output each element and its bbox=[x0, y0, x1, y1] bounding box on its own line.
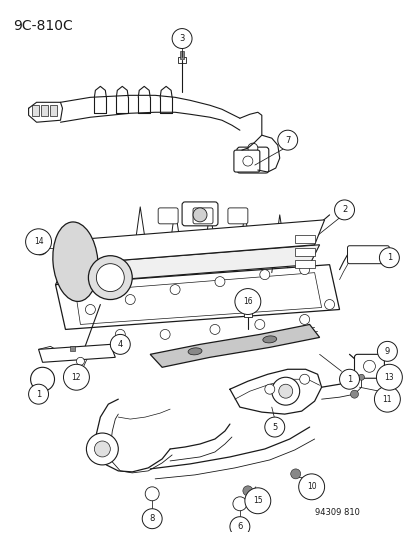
Circle shape bbox=[350, 390, 358, 398]
Circle shape bbox=[363, 360, 375, 372]
Ellipse shape bbox=[188, 348, 202, 355]
Text: 11: 11 bbox=[382, 394, 391, 403]
Text: 1: 1 bbox=[386, 253, 391, 262]
Circle shape bbox=[209, 325, 219, 334]
Circle shape bbox=[271, 377, 299, 405]
Text: 8: 8 bbox=[149, 514, 154, 523]
Bar bbox=[294, 235, 314, 243]
FancyBboxPatch shape bbox=[228, 208, 247, 224]
Circle shape bbox=[375, 364, 401, 390]
Circle shape bbox=[290, 469, 300, 479]
Circle shape bbox=[378, 248, 399, 268]
Text: 14: 14 bbox=[34, 237, 43, 246]
FancyBboxPatch shape bbox=[236, 147, 268, 173]
Circle shape bbox=[254, 319, 264, 329]
Circle shape bbox=[259, 270, 269, 280]
Circle shape bbox=[76, 357, 84, 365]
Ellipse shape bbox=[53, 222, 98, 302]
Circle shape bbox=[299, 374, 309, 384]
FancyBboxPatch shape bbox=[354, 354, 384, 378]
Bar bbox=[50, 106, 56, 116]
Circle shape bbox=[115, 329, 125, 340]
Circle shape bbox=[377, 341, 396, 361]
Circle shape bbox=[88, 256, 132, 300]
Text: 9: 9 bbox=[384, 347, 389, 356]
Text: 94309 810: 94309 810 bbox=[314, 508, 358, 516]
Circle shape bbox=[264, 417, 284, 437]
Circle shape bbox=[373, 386, 399, 412]
Text: 13: 13 bbox=[384, 373, 393, 382]
Circle shape bbox=[234, 288, 260, 314]
Circle shape bbox=[145, 487, 159, 501]
Circle shape bbox=[278, 384, 292, 398]
Circle shape bbox=[242, 486, 252, 496]
Circle shape bbox=[94, 441, 110, 457]
Text: 2: 2 bbox=[341, 205, 347, 214]
Circle shape bbox=[110, 334, 130, 354]
Text: 1: 1 bbox=[346, 375, 351, 384]
Circle shape bbox=[299, 265, 309, 274]
Polygon shape bbox=[150, 325, 319, 367]
Text: 4: 4 bbox=[117, 340, 123, 349]
Circle shape bbox=[358, 374, 363, 380]
FancyBboxPatch shape bbox=[182, 202, 217, 226]
Circle shape bbox=[233, 497, 246, 511]
Circle shape bbox=[339, 369, 358, 389]
Circle shape bbox=[96, 264, 124, 292]
FancyBboxPatch shape bbox=[158, 208, 178, 224]
Bar bbox=[31, 106, 38, 116]
Circle shape bbox=[214, 277, 224, 287]
Polygon shape bbox=[55, 265, 339, 329]
Circle shape bbox=[172, 29, 192, 49]
Text: 16: 16 bbox=[242, 297, 252, 306]
Circle shape bbox=[264, 384, 274, 394]
Circle shape bbox=[324, 300, 334, 310]
FancyBboxPatch shape bbox=[192, 208, 212, 224]
Circle shape bbox=[244, 488, 270, 514]
Circle shape bbox=[298, 474, 324, 500]
Circle shape bbox=[170, 285, 180, 295]
Polygon shape bbox=[55, 245, 319, 285]
Circle shape bbox=[277, 130, 297, 150]
Text: 10: 10 bbox=[306, 482, 316, 491]
Circle shape bbox=[299, 314, 309, 325]
Bar bbox=[294, 260, 314, 268]
Circle shape bbox=[192, 208, 206, 222]
Circle shape bbox=[247, 143, 257, 153]
Text: 6: 6 bbox=[237, 522, 242, 531]
FancyBboxPatch shape bbox=[347, 246, 389, 264]
Circle shape bbox=[160, 329, 170, 340]
Polygon shape bbox=[65, 220, 324, 265]
Text: 15: 15 bbox=[252, 496, 262, 505]
Circle shape bbox=[142, 508, 162, 529]
Text: 5: 5 bbox=[271, 423, 277, 432]
Bar bbox=[178, 58, 185, 63]
Circle shape bbox=[63, 364, 89, 390]
Circle shape bbox=[31, 367, 55, 391]
Bar bbox=[294, 248, 314, 256]
Bar bbox=[243, 310, 251, 318]
Text: 12: 12 bbox=[71, 373, 81, 382]
Circle shape bbox=[85, 304, 95, 314]
Circle shape bbox=[33, 241, 47, 255]
Text: 9C-810C: 9C-810C bbox=[13, 19, 72, 33]
Text: 1: 1 bbox=[36, 390, 41, 399]
Circle shape bbox=[28, 384, 48, 404]
FancyBboxPatch shape bbox=[233, 150, 259, 172]
Circle shape bbox=[125, 295, 135, 304]
Bar bbox=[40, 106, 47, 116]
Bar bbox=[70, 346, 75, 351]
Text: 3: 3 bbox=[179, 34, 184, 43]
Circle shape bbox=[229, 516, 249, 533]
Ellipse shape bbox=[262, 336, 276, 343]
Circle shape bbox=[334, 200, 354, 220]
Circle shape bbox=[242, 156, 252, 166]
Text: 7: 7 bbox=[285, 136, 290, 144]
Circle shape bbox=[36, 244, 45, 252]
Circle shape bbox=[26, 229, 51, 255]
Polygon shape bbox=[38, 344, 115, 362]
Bar bbox=[180, 52, 184, 60]
Circle shape bbox=[86, 433, 118, 465]
